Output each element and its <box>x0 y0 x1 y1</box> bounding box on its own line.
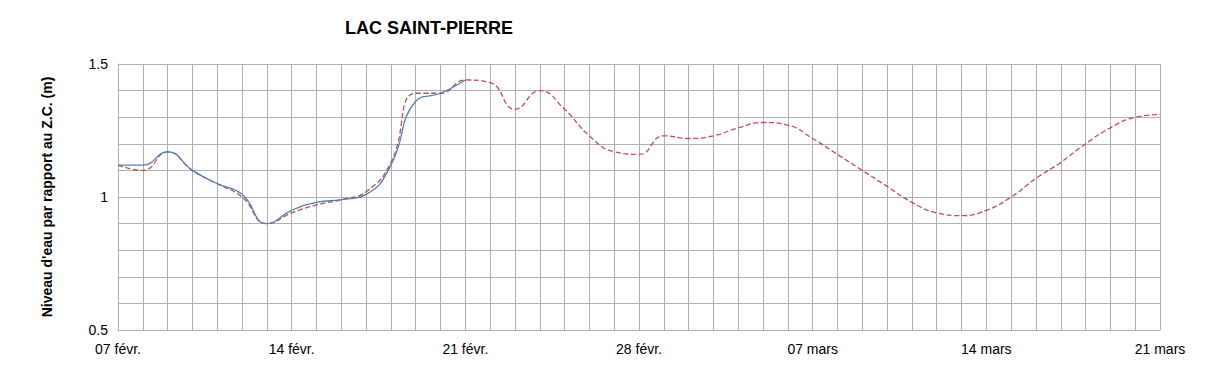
svg-text:1.5: 1.5 <box>89 56 109 72</box>
svg-text:28 févr.: 28 févr. <box>616 341 662 357</box>
svg-text:Niveau d'eau par rapport au Z.: Niveau d'eau par rapport au Z.C. (m) <box>39 77 55 318</box>
svg-text:21 mars: 21 mars <box>1135 341 1186 357</box>
svg-text:14 févr.: 14 févr. <box>269 341 315 357</box>
svg-text:0.5: 0.5 <box>89 322 109 338</box>
svg-text:14 mars: 14 mars <box>961 341 1012 357</box>
svg-text:21 févr.: 21 févr. <box>442 341 488 357</box>
svg-text:LAC SAINT-PIERRE: LAC SAINT-PIERRE <box>345 18 513 38</box>
svg-text:1: 1 <box>100 189 108 205</box>
svg-text:07 févr.: 07 févr. <box>95 341 141 357</box>
svg-text:07 mars: 07 mars <box>787 341 838 357</box>
